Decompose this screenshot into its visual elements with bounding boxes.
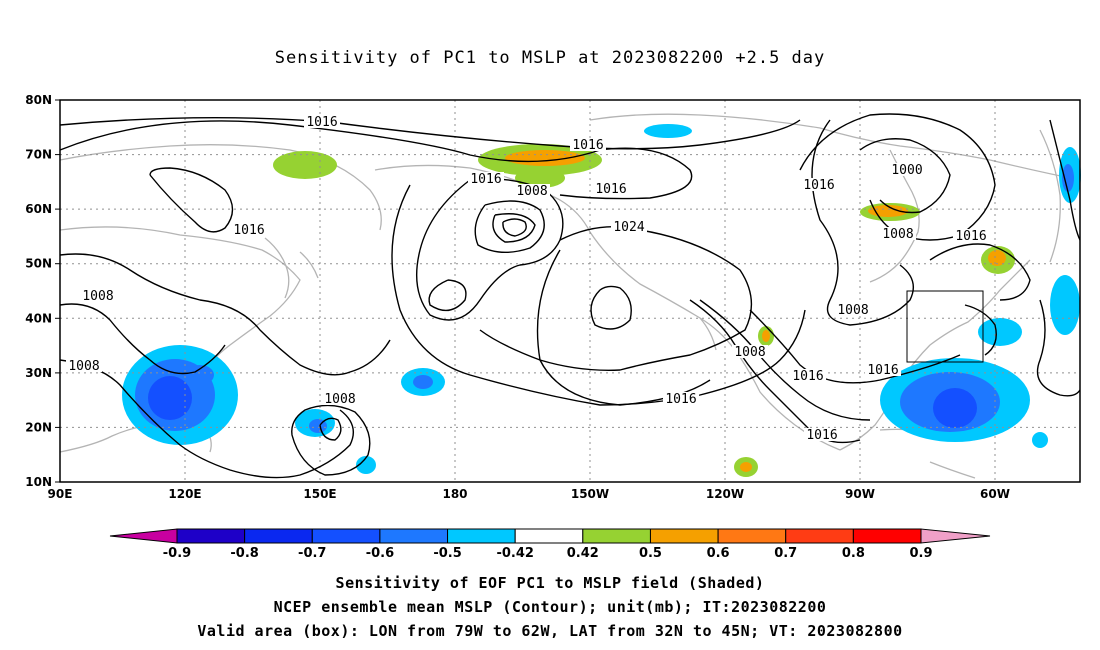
contour-label-bg: [801, 178, 837, 191]
lon-tick-label: 60W: [980, 487, 1010, 501]
colorbar-segment: [447, 528, 516, 544]
colorbar: -0.9 -0.8 -0.7 -0.6 -0.5 -0.42 0.42 0.5 0.6 0.7 0.…: [109, 528, 991, 561]
contour-label: 1016: [806, 428, 837, 443]
colorbar-label: -0.7: [298, 546, 326, 561]
lon-tick-label: 180: [442, 487, 467, 501]
contour-label: 1024: [613, 220, 644, 235]
contour-label-bg: [231, 223, 267, 236]
colorbar-over-triangle: [920, 528, 991, 544]
colorbar-label: -0.42: [496, 546, 533, 561]
caption-line-1: Sensitivity of EOF PC1 to MSLP field (Sh…: [335, 574, 765, 592]
contour-labels: 1016 1016 1016 1008 1016 1024 1016 1016 1000 1008…: [66, 115, 989, 443]
lon-tick-label: 150E: [303, 487, 336, 501]
contour-label-bg: [804, 428, 840, 441]
contour-label-bg: [66, 359, 102, 372]
coastlines: [59, 113, 1081, 479]
contour-label-bg: [663, 392, 699, 405]
colorbar-segment: [649, 528, 719, 544]
gridlines: [60, 100, 1080, 482]
contour-label: 1016: [867, 363, 898, 378]
contour-label-bg: [611, 220, 647, 233]
colorbar-segment: [244, 528, 313, 544]
colorbar-segment: [852, 528, 922, 544]
lat-tick-label: 10N: [25, 475, 52, 489]
contour-label-bg: [514, 184, 550, 197]
shading: [122, 124, 1081, 477]
contour-label-bg: [732, 345, 768, 358]
colorbar-segment: [311, 528, 381, 544]
contour-label-bg: [322, 392, 358, 405]
contour-label: 1008: [68, 359, 99, 374]
colorbar-segment: [582, 528, 651, 544]
contour-label-bg: [570, 138, 606, 151]
lat-tick-label: 80N: [25, 93, 52, 107]
colorbar-under-triangle: [109, 528, 178, 544]
caption-line-3: Valid area (box): LON from 79W to 62W, L…: [197, 622, 903, 640]
contour-label: 1016: [955, 229, 986, 244]
colorbar-label: -0.5: [433, 546, 461, 561]
colorbar-label: 0.6: [707, 546, 730, 561]
contour-label: 1016: [803, 178, 834, 193]
contour-label: 1008: [734, 345, 765, 360]
contour-label: 1016: [306, 115, 337, 130]
colorbar-label: -0.6: [366, 546, 394, 561]
lat-tick-label: 50N: [25, 257, 52, 271]
lon-tick-label: 90W: [845, 487, 875, 501]
contour-label-bg: [835, 303, 871, 316]
colorbar-segment: [514, 528, 584, 544]
caption-line-2: NCEP ensemble mean MSLP (Contour); unit(…: [273, 598, 827, 616]
lat-axis: 80N 70N 60N 50N 40N 30N 20N 10N: [25, 93, 60, 489]
colorbar-label: -0.9: [163, 546, 191, 561]
colorbar-label: 0.5: [639, 546, 662, 561]
contour-label-bg: [865, 363, 901, 376]
lon-tick-label: 150W: [571, 487, 609, 501]
colorbar-label: 0.8: [842, 546, 865, 561]
contour-label: 1016: [233, 223, 264, 238]
colorbar-label: -0.8: [230, 546, 258, 561]
lat-tick-label: 20N: [25, 420, 52, 434]
contour-label-bg: [304, 115, 340, 128]
contour-label: 1016: [792, 369, 823, 384]
contour-label-bg: [790, 369, 826, 382]
contour-label: 1008: [82, 289, 113, 304]
contour-label-bg: [468, 172, 504, 185]
lon-tick-label: 120W: [706, 487, 744, 501]
lon-axis: 90E 120E 150E 180 150W 120W 90W 60W: [48, 487, 1010, 501]
colorbar-label: 0.7: [774, 546, 797, 561]
contour-label: 1016: [470, 172, 501, 187]
mslp-contours: [59, 113, 1081, 479]
contour-label-bg: [593, 182, 629, 195]
lat-tick-label: 30N: [25, 366, 52, 380]
contour-label-bg: [953, 229, 989, 242]
plot-frame: [59, 99, 1081, 483]
lon-tick-label: 120E: [168, 487, 201, 501]
colorbar-segment: [379, 528, 449, 544]
colorbar-segment: [176, 528, 246, 544]
contour-label: 1016: [572, 138, 603, 153]
contour-label: 1008: [837, 303, 868, 318]
contour-label: 1016: [595, 182, 626, 197]
contour-label-bg: [80, 289, 116, 302]
contour-label: 1000: [891, 163, 922, 178]
contour-label: 1008: [882, 227, 913, 242]
lon-tick-label: 90E: [48, 487, 73, 501]
contour-label: 1016: [665, 392, 696, 407]
contour-label-bg: [880, 227, 916, 240]
colorbar-label: 0.9: [909, 546, 932, 561]
chart-title: Sensitivity of PC1 to MSLP at 2023082200…: [274, 48, 826, 68]
contour-label: 1008: [516, 184, 547, 199]
contour-label: 1008: [324, 392, 355, 407]
colorbar-segment: [785, 528, 854, 544]
valid-area-box: [906, 290, 984, 363]
colorbar-segment: [717, 528, 787, 544]
lat-tick-label: 60N: [25, 202, 52, 216]
contour-label-bg: [889, 163, 925, 176]
lat-tick-label: 70N: [25, 148, 52, 162]
lat-tick-label: 40N: [25, 311, 52, 325]
colorbar-label: 0.42: [567, 546, 599, 561]
